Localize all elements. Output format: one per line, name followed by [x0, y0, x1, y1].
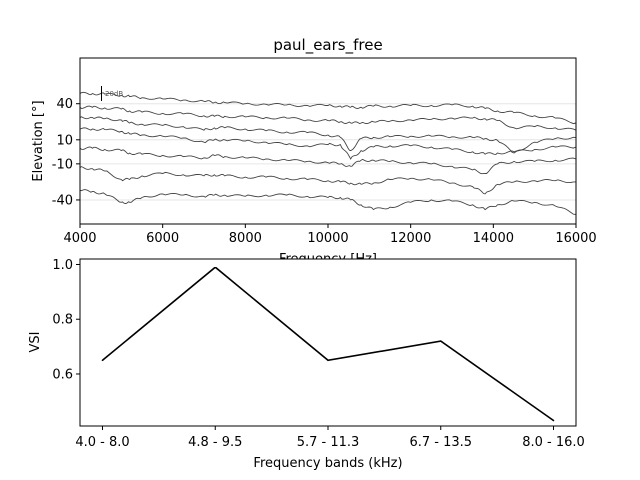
scale-bar-label: 20dB: [105, 90, 123, 98]
hrtf-x-tick-label: 14000: [473, 231, 514, 246]
hrtf-x-axis: 4000 6000 8000 10000 12000 14000 16000: [63, 224, 597, 246]
hrtf-y-tick-label: 40: [56, 97, 73, 112]
hrtf-chart-title: paul_ears_free: [273, 36, 382, 55]
vsi-y-tick-label: 0.6: [52, 367, 73, 382]
hrtf-x-tick-label: 6000: [146, 231, 179, 246]
vsi-x-axis-label: Frequency bands (kHz): [253, 456, 402, 471]
hrtf-series-line: [79, 166, 576, 195]
scale-bar: 20dB: [101, 86, 123, 101]
vsi-point: [327, 359, 329, 362]
hrtf-x-tick-label: 4000: [63, 231, 96, 246]
vsi-x-tick-label: 6.7 - 13.5: [409, 435, 472, 450]
hrtf-series-line: [79, 146, 577, 175]
vsi-y-axis: 0.6 0.8 1.0: [52, 258, 80, 382]
hrtf-x-tick-label: 10000: [307, 231, 348, 246]
hrtf-series-group: [79, 91, 577, 215]
hrtf-series-line: [79, 91, 577, 125]
hrtf-y-axis-label: Elevation [°]: [31, 100, 46, 181]
hrtf-series-line: [79, 105, 577, 131]
hrtf-y-tick-label: -10: [52, 157, 73, 172]
vsi-y-tick-label: 0.8: [52, 313, 73, 328]
vsi-panel: 4.0 - 8.0 4.8 - 9.5 5.7 - 11.3 6.7 - 13.5 8.…: [28, 258, 585, 471]
vsi-y-tick-label: 1.0: [52, 258, 73, 273]
vsi-point: [439, 340, 442, 342]
vsi-x-tick-label: 4.8 - 9.5: [188, 435, 242, 450]
hrtf-y-axis: 40 10 -10 -40: [52, 97, 80, 208]
vsi-frame-mask: [80, 259, 576, 267]
hrtf-x-tick-label: 12000: [390, 231, 431, 246]
hrtf-series-line: [79, 116, 577, 154]
hrtf-y-tick-label: -40: [52, 193, 73, 208]
vsi-point: [101, 359, 104, 362]
vsi-x-tick-label: 4.0 - 8.0: [75, 435, 129, 450]
hrtf-grid: [80, 103, 576, 201]
hrtf-panel: paul_ears_free 4000 6000 8000 10000 12000 140…: [31, 36, 597, 246]
vsi-plot-frame: [79, 258, 577, 427]
vsi-x-tick-label: 8.0 - 16.0: [522, 435, 585, 450]
hrtf-x-tick-label: 8000: [229, 231, 262, 246]
vsi-y-axis-label: VSI: [28, 332, 43, 353]
hrtf-series-line: [79, 189, 577, 215]
hrtf-y-tick-label: 10: [56, 133, 73, 148]
vsi-x-tick-label: 5.7 - 11.3: [297, 435, 360, 450]
vsi-x-axis: 4.0 - 8.0 4.8 - 9.5 5.7 - 11.3 6.7 - 13.5 8.…: [75, 426, 585, 450]
hrtf-series-line: [79, 127, 577, 160]
vsi-series-group: [101, 266, 555, 422]
vsi-point: [552, 419, 555, 422]
hrtf-x-tick-label: 16000: [555, 231, 596, 246]
